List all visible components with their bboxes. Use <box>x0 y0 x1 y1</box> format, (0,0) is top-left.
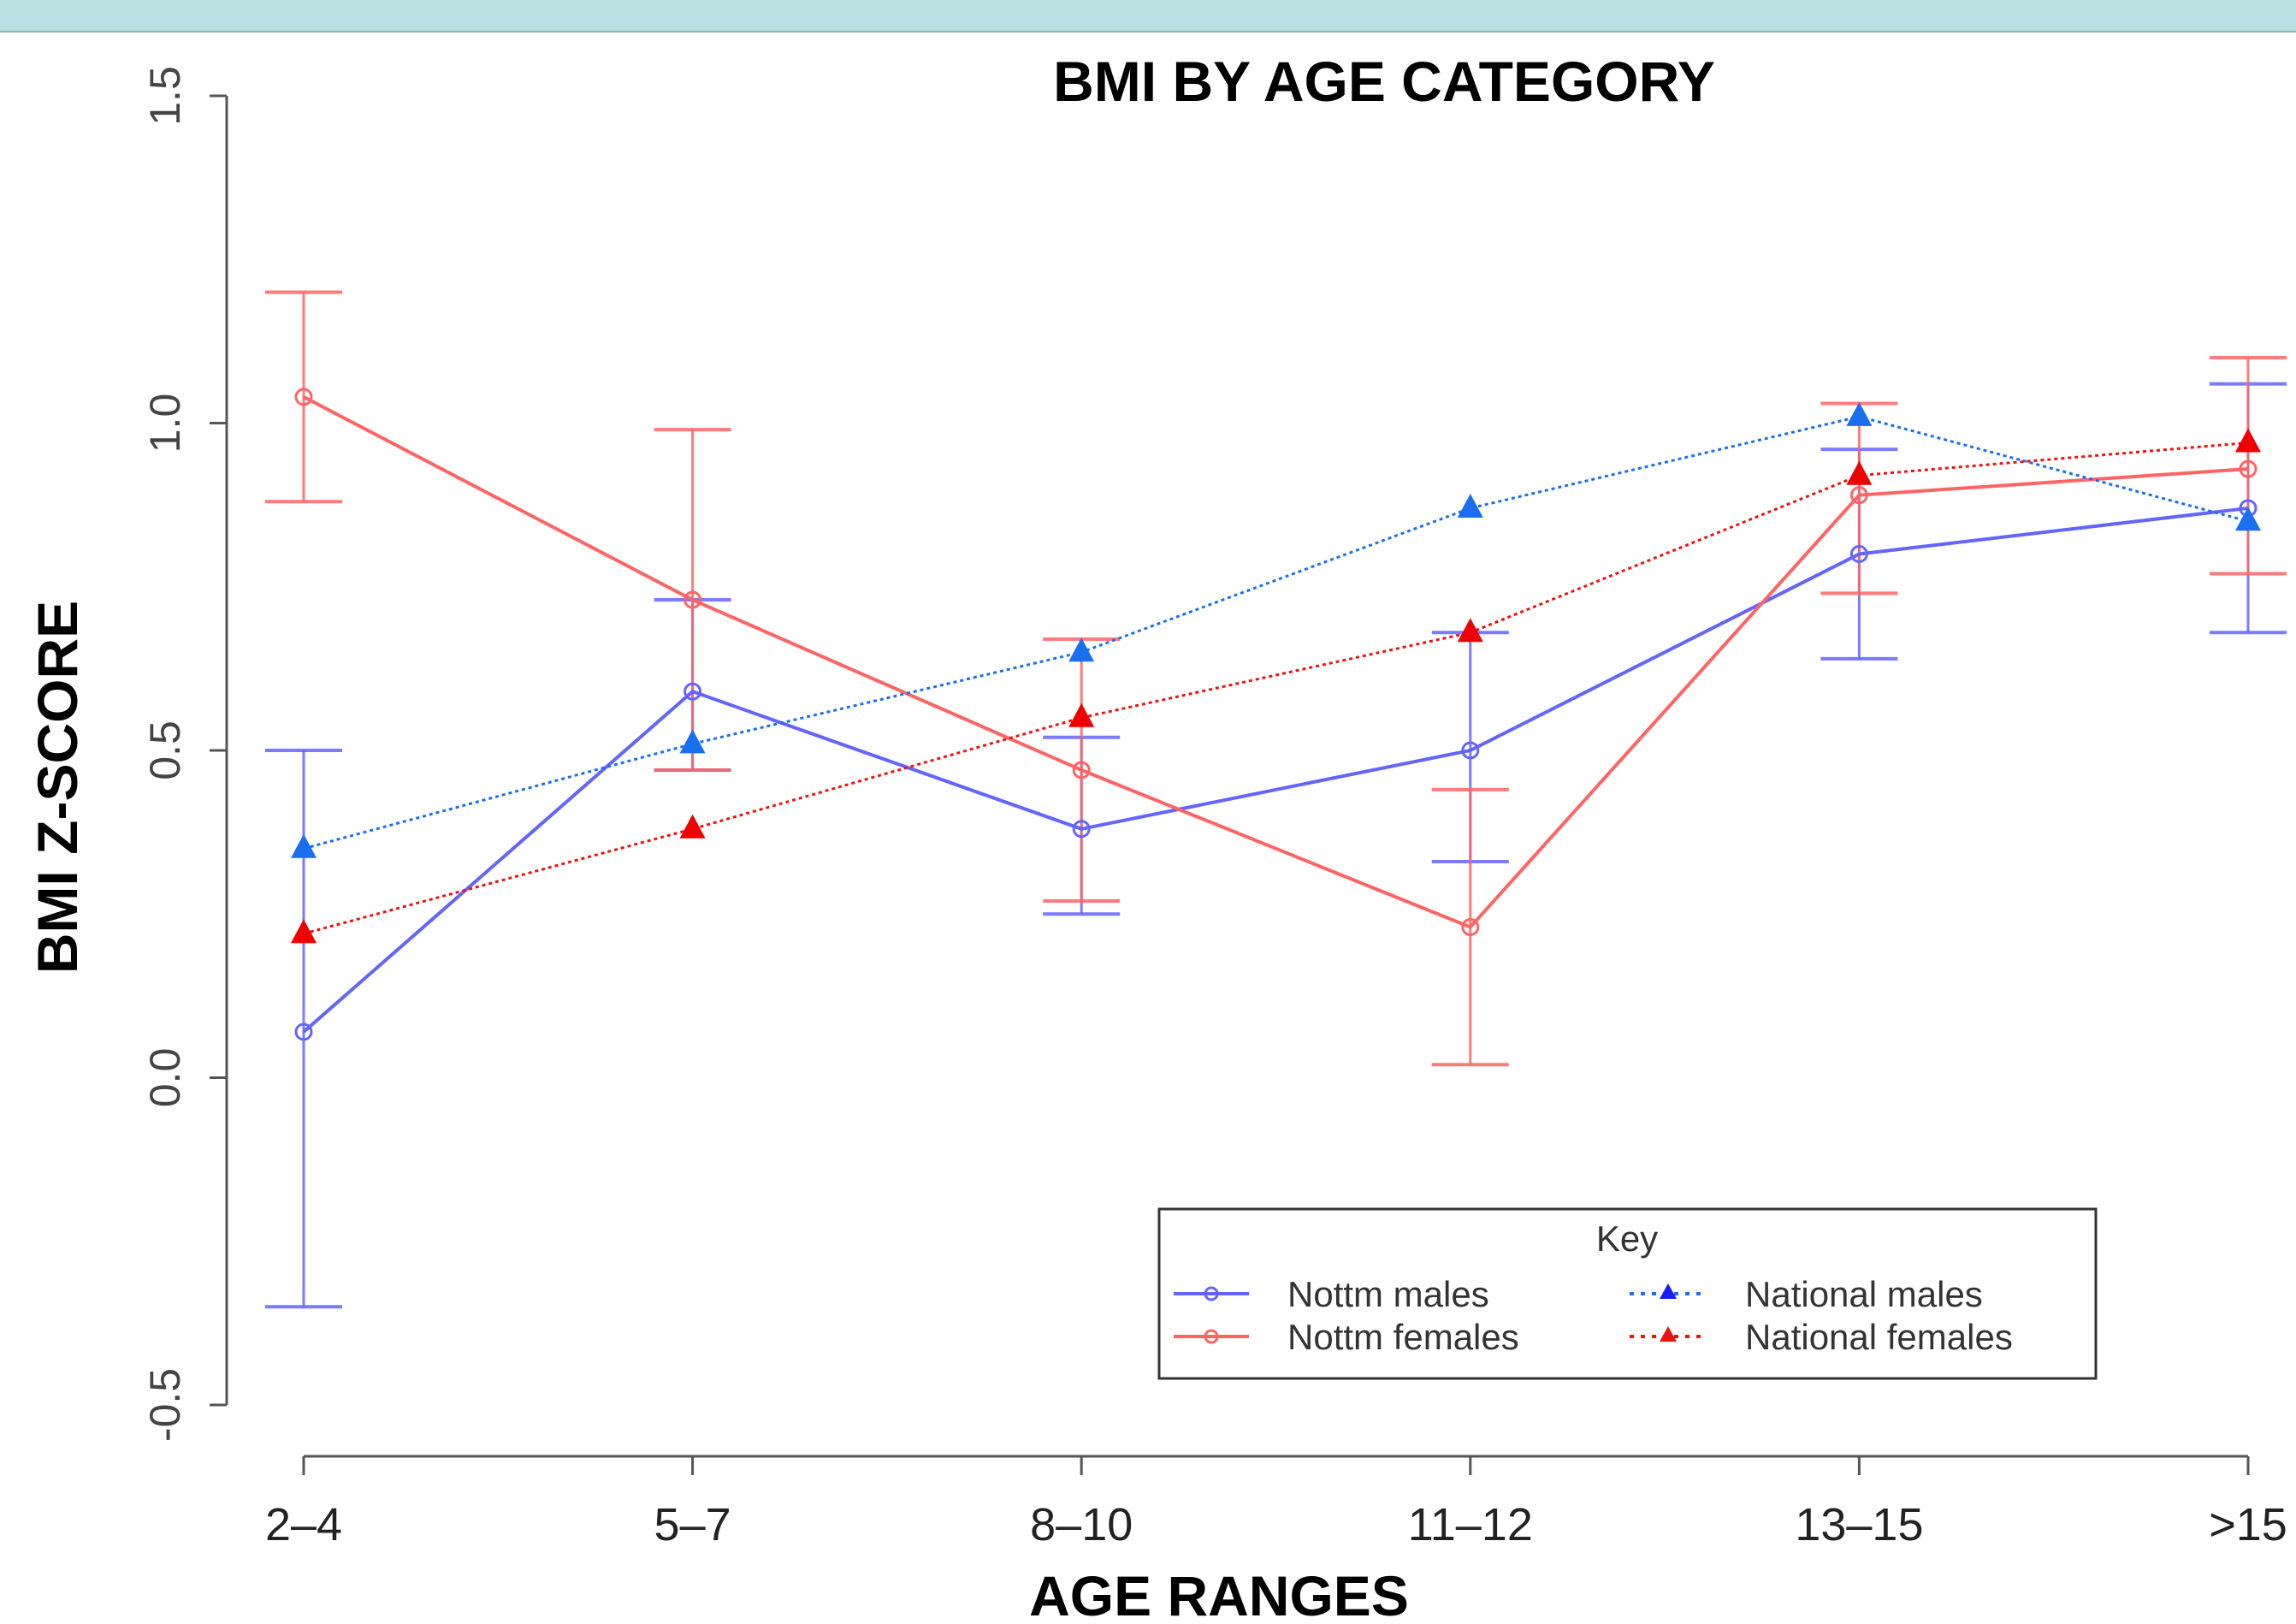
y-tick-label: 0.0 <box>141 1048 189 1108</box>
point-nottm-males <box>1072 820 1091 839</box>
top-banner <box>0 0 2296 33</box>
point-nottm-males <box>683 682 702 701</box>
point-national-females <box>1068 702 1095 727</box>
point-national-males <box>291 833 317 858</box>
series-line-national-females <box>303 441 2249 935</box>
legend-label-national-males: National males <box>1745 1274 1983 1314</box>
x-tick-label: 8–10 <box>1030 1499 1133 1550</box>
series-line-nottm-females <box>303 395 2249 929</box>
point-nottm-females <box>683 590 702 609</box>
legend-marker-national-males <box>1660 1283 1677 1299</box>
y-tick-label: 0.5 <box>141 720 189 780</box>
point-national-females <box>679 814 706 839</box>
y-tick-label: -0.5 <box>141 1368 189 1442</box>
legend-marker-nottm-females <box>1204 1329 1219 1344</box>
legend: Key Nottm males Nottm females National m… <box>1157 1207 2098 1380</box>
x-tick-label: 2–4 <box>265 1499 342 1550</box>
legend-marker-national-females <box>1660 1326 1677 1342</box>
chart-title: BMI BY AGE CATEGORY <box>1053 50 1715 113</box>
legend-label-nottm-females: Nottm females <box>1287 1317 1519 1357</box>
legend-title: Key <box>1596 1218 1658 1259</box>
series-line-nottm-males <box>302 506 2249 1034</box>
x-tick-label: 5–7 <box>654 1499 731 1550</box>
point-nottm-males <box>1849 545 1868 563</box>
point-national-males <box>2235 507 2261 531</box>
x-tick-label: >15 <box>2209 1499 2287 1550</box>
point-national-females <box>1846 460 1873 485</box>
y-tick-label: 1.5 <box>141 66 189 126</box>
point-nottm-females <box>1072 761 1091 779</box>
point-nottm-females <box>2239 459 2258 478</box>
point-national-males <box>1068 637 1095 662</box>
legend-marker-nottm-males <box>1204 1286 1219 1301</box>
point-national-males <box>1846 401 1873 426</box>
y-axis-title: BMI Z-SCORE <box>26 601 89 974</box>
point-national-females <box>2235 428 2261 453</box>
series-line-national-males <box>303 415 2249 851</box>
x-axis-title: AGE RANGES <box>1029 1564 1409 1624</box>
x-tick-label: 11–12 <box>1408 1499 1533 1550</box>
y-tick-label: 1.0 <box>141 394 189 453</box>
plot-area: -0.5 0.0 0.5 1.0 1.5 2–4 5–7 8–10 11–12 13–15 >15 <box>141 66 2287 1550</box>
point-nottm-males <box>1461 741 1480 760</box>
point-nottm-males <box>294 1022 313 1041</box>
point-national-females <box>1457 618 1483 643</box>
point-national-females <box>291 919 317 944</box>
point-nottm-females <box>1849 486 1868 505</box>
legend-label-nottm-males: Nottm males <box>1287 1274 1489 1314</box>
point-nottm-females <box>294 388 313 406</box>
point-national-males <box>679 729 706 754</box>
legend-label-national-females: National females <box>1745 1317 2013 1357</box>
x-tick-label: 13–15 <box>1795 1499 1923 1550</box>
point-nottm-females <box>1461 918 1480 937</box>
legend-box <box>1157 1207 2098 1380</box>
point-national-males <box>1457 493 1483 518</box>
